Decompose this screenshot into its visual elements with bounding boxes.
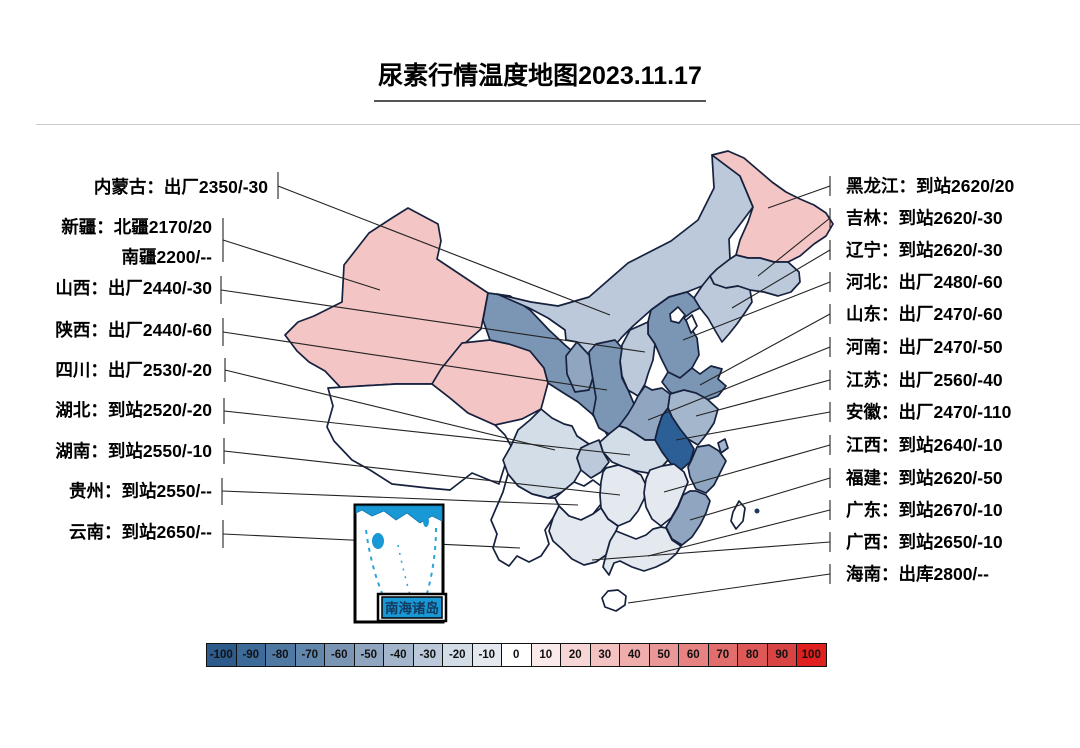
inset-coastline bbox=[355, 505, 443, 524]
connector-shanxi bbox=[220, 289, 646, 353]
legend-cell-20: 20 bbox=[560, 644, 590, 666]
label-shandong: 山东：出厂2470/-60 bbox=[846, 304, 1003, 324]
province-yunnan bbox=[490, 473, 560, 567]
label-guizhou: 贵州：到站2550/-- bbox=[69, 481, 212, 501]
legend-cell-30: 30 bbox=[589, 644, 619, 666]
province-taiwan bbox=[730, 500, 746, 530]
connector-jilin bbox=[757, 217, 831, 277]
label-xinjiang-line1: 新疆：北疆2170/20 bbox=[61, 217, 212, 237]
label-xinjiang-line2: 南疆2200/-- bbox=[121, 247, 212, 267]
connector-guangxi bbox=[591, 541, 831, 561]
connector-anhui bbox=[675, 411, 831, 441]
legend-cell-50: 50 bbox=[648, 644, 678, 666]
connector-liaoning bbox=[731, 249, 831, 309]
page-title: 尿素行情温度地图2023.11.17 bbox=[0, 56, 1080, 102]
south-china-sea-inset: 南海诸岛 bbox=[353, 503, 448, 624]
legend-cell--70: -70 bbox=[294, 644, 324, 666]
legend-cell-70: 70 bbox=[707, 644, 737, 666]
provinces-group bbox=[284, 150, 834, 612]
inset-taiwan-island bbox=[423, 515, 429, 527]
label-guangxi: 广西：到站2650/-10 bbox=[846, 532, 1003, 552]
connector-shaanxi bbox=[222, 331, 608, 391]
province-hainan bbox=[601, 589, 627, 612]
connector-hunan bbox=[223, 450, 621, 496]
province-jilin bbox=[709, 254, 801, 297]
label-shanxi: 山西：出厂2440/-30 bbox=[55, 278, 212, 298]
legend-cell-40: 40 bbox=[619, 644, 649, 666]
legend-cell--100: -100 bbox=[207, 644, 236, 666]
province-chongqing bbox=[576, 439, 610, 479]
province-shanghai bbox=[717, 438, 729, 454]
legend-cell--90: -90 bbox=[235, 644, 265, 666]
inset-hainan-island bbox=[372, 533, 384, 549]
legend-cell--40: -40 bbox=[383, 644, 413, 666]
label-anhui: 安徽：出厂2470/-110 bbox=[846, 402, 1012, 422]
connector-neimenggu bbox=[277, 185, 611, 316]
legend-cell--20: -20 bbox=[442, 644, 472, 666]
label-yunnan: 云南：到站2650/-- bbox=[69, 522, 212, 542]
province-tianjin bbox=[685, 314, 698, 334]
connector-guizhou bbox=[221, 490, 579, 506]
label-guangdong: 广东：到站2670/-10 bbox=[846, 500, 1003, 520]
connector-lines-group bbox=[220, 172, 831, 604]
connector-shandong bbox=[699, 313, 831, 386]
legend-cell--30: -30 bbox=[412, 644, 442, 666]
legend-cell-100: 100 bbox=[796, 644, 826, 666]
connector-sichuan bbox=[224, 369, 556, 451]
connector-heilongjiang bbox=[767, 185, 831, 209]
label-shaanxi: 陕西：出厂2440/-60 bbox=[55, 320, 212, 340]
label-hunan: 湖南：到站2550/-10 bbox=[55, 441, 212, 461]
province-hubei bbox=[599, 425, 669, 474]
province-guangdong bbox=[602, 526, 682, 576]
province-fujian bbox=[665, 490, 711, 546]
connector-hebei bbox=[682, 281, 831, 341]
label-hubei: 湖北：到站2520/-20 bbox=[55, 400, 212, 420]
label-jiangxi: 江西：到站2640/-10 bbox=[846, 435, 1003, 455]
province-beijing bbox=[669, 306, 686, 324]
label-fujian: 福建：到站2620/-50 bbox=[846, 468, 1003, 488]
province-zhejiang bbox=[687, 444, 727, 494]
connector-hainan bbox=[627, 573, 831, 604]
legend-cell--60: -60 bbox=[324, 644, 354, 666]
legend-cell--50: -50 bbox=[353, 644, 383, 666]
legend-cell-10: 10 bbox=[530, 644, 560, 666]
label-neimenggu: 内蒙古：出厂2350/-30 bbox=[93, 177, 268, 197]
legend-cell-60: 60 bbox=[678, 644, 708, 666]
connector-jiangsu bbox=[695, 379, 831, 417]
legend-cell--80: -80 bbox=[265, 644, 295, 666]
province-guangxi bbox=[548, 505, 619, 566]
small-island-dot bbox=[754, 508, 760, 514]
inset-label-box bbox=[381, 596, 443, 619]
label-sichuan: 四川：出厂2530/-20 bbox=[55, 360, 212, 380]
label-liaoning: 辽宁：到站2620/-30 bbox=[846, 240, 1003, 260]
connector-henan bbox=[647, 346, 831, 421]
label-jilin: 吉林：到站2620/-30 bbox=[846, 208, 1003, 228]
label-jiangsu: 江苏：出厂2560/-40 bbox=[846, 370, 1003, 390]
connector-guangdong bbox=[647, 509, 831, 557]
legend-cell-80: 80 bbox=[737, 644, 767, 666]
label-heilongjiang: 黑龙江：到站2620/20 bbox=[846, 176, 1015, 196]
connector-fujian bbox=[689, 477, 831, 521]
legend-cell-90: 90 bbox=[766, 644, 796, 666]
label-henan: 河南：出厂2470/-50 bbox=[846, 337, 1003, 357]
divider-line bbox=[36, 124, 1080, 125]
connector-hubei bbox=[223, 410, 631, 456]
legend-cell--10: -10 bbox=[471, 644, 501, 666]
connector-xinjiang bbox=[222, 239, 381, 291]
label-hebei: 河北：出厂2480/-60 bbox=[846, 272, 1003, 292]
province-hunan bbox=[599, 464, 648, 527]
province-liaoning bbox=[693, 275, 753, 343]
legend-cell-0: 0 bbox=[501, 644, 531, 666]
label-hainan: 海南：出库2800/-- bbox=[846, 564, 989, 584]
color-scale-legend: -100 -90 -80 -70 -60 -50 -40 -30 -20 -10 0 10 20 30 40… bbox=[206, 643, 827, 667]
connector-jiangxi bbox=[663, 444, 831, 493]
inset-label-text: 南海诸岛 bbox=[385, 600, 439, 616]
